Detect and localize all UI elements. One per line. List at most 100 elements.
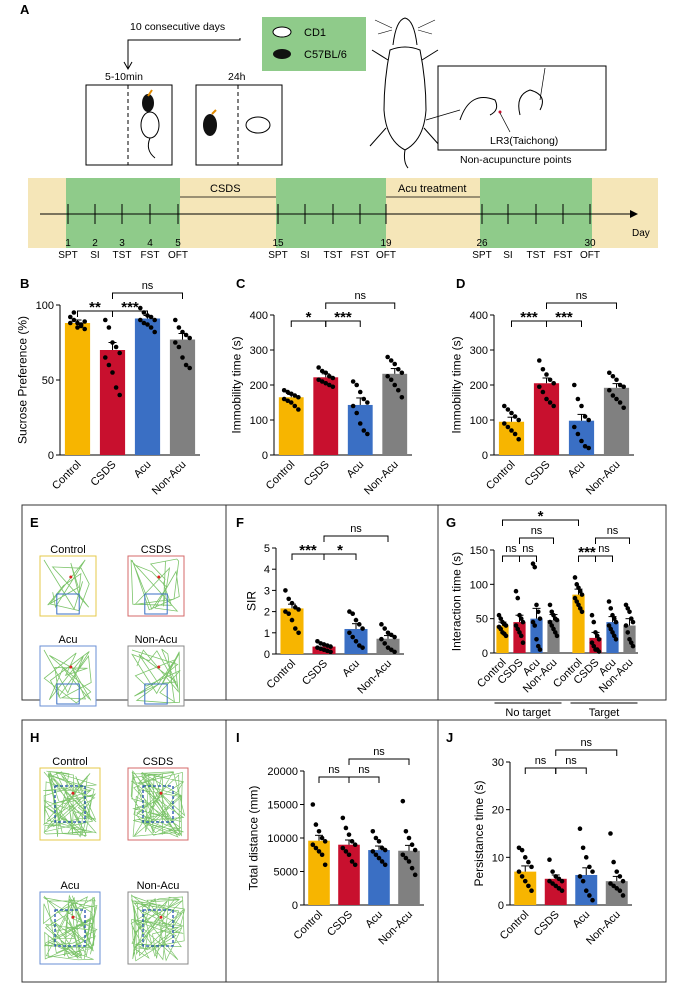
data-point: [316, 829, 322, 834]
x-tick-label: Control: [484, 459, 518, 493]
bar: [64, 323, 91, 455]
data-point: [388, 632, 394, 638]
trajectory-path: [43, 770, 97, 838]
y-tick-label: 5: [264, 543, 270, 555]
bar: [338, 844, 360, 905]
data-point: [376, 855, 382, 861]
significance-bracket: [524, 767, 557, 774]
data-point: [187, 365, 192, 371]
data-point: [614, 377, 619, 383]
significance-bracket: [595, 537, 630, 544]
data-point: [610, 373, 616, 379]
test-label: TST: [527, 250, 546, 261]
data-point: [579, 403, 584, 409]
data-point: [319, 835, 325, 841]
data-point: [517, 612, 522, 618]
data-point: [68, 314, 73, 320]
data-point: [611, 859, 616, 865]
day-number: 1: [65, 238, 71, 249]
data-point: [180, 329, 185, 335]
data-point: [607, 370, 612, 376]
y-tick-label: 200: [470, 380, 488, 392]
data-point: [610, 393, 616, 398]
data-point: [138, 305, 143, 311]
significance-label: *: [337, 542, 343, 559]
panel-letter-h: H: [30, 730, 39, 745]
x-tick-label: Non-Acu: [355, 658, 394, 697]
data-point: [611, 616, 617, 621]
data-point: [148, 314, 154, 320]
data-point: [288, 391, 294, 397]
test-label: TST: [113, 250, 132, 261]
data-point: [512, 414, 518, 419]
data-point: [526, 859, 531, 865]
center-zone: [54, 909, 86, 947]
data-point: [385, 354, 390, 360]
x-tick-label: Non-Acu: [362, 459, 401, 498]
data-point: [509, 410, 514, 416]
significance-bracket: [546, 302, 617, 309]
time2-label: 24h: [228, 71, 246, 83]
data-point: [498, 616, 504, 621]
data-point: [590, 897, 595, 903]
data-point: [608, 626, 614, 632]
day-number: 4: [147, 238, 153, 249]
trajectory-path: [130, 770, 186, 838]
test-label: SPT: [268, 250, 287, 261]
data-point: [549, 623, 555, 628]
test-label: SPT: [472, 250, 491, 261]
data-point: [148, 325, 154, 330]
data-point: [617, 874, 623, 879]
test-label: FST: [351, 250, 370, 261]
data-point: [596, 636, 602, 642]
x-tick-label: Control: [264, 459, 298, 493]
data-point: [357, 389, 363, 395]
significance-bracket: [348, 758, 410, 765]
data-point: [614, 886, 620, 891]
panel-letter-d: D: [456, 276, 465, 291]
chart-d: 0 100 200 300 400 Immobility time (s) Control C…: [450, 290, 634, 497]
data-point: [572, 575, 578, 580]
data-point: [354, 382, 360, 388]
significance-bracket: [502, 555, 520, 562]
day-number: 5: [175, 238, 181, 249]
end-point-marker: [159, 791, 163, 795]
data-point: [547, 878, 552, 884]
data-point: [591, 643, 597, 649]
end-point-marker: [157, 665, 161, 669]
data-point: [526, 883, 531, 889]
data-point: [176, 344, 182, 350]
data-point: [617, 400, 623, 405]
x-tick-label: CSDS: [302, 459, 332, 489]
data-point: [580, 845, 586, 851]
data-point: [350, 403, 356, 409]
y-tick-label: 100: [250, 415, 268, 427]
significance-label: ***: [555, 309, 573, 326]
significance-bracket: [546, 320, 582, 327]
data-point: [503, 633, 509, 639]
y-tick-label: 0: [482, 450, 488, 462]
data-point: [540, 366, 546, 372]
data-point: [621, 384, 626, 390]
data-point: [579, 592, 585, 597]
data-point: [515, 626, 521, 632]
data-point: [330, 375, 336, 381]
data-point: [392, 649, 397, 655]
panel-j-frame: [437, 719, 667, 983]
y-axis-label: Persistance time (s): [472, 780, 486, 886]
significance-bracket: [348, 776, 380, 783]
c57-mouse-icon: [142, 94, 154, 112]
y-tick-label: 20: [492, 805, 504, 817]
bar: [547, 620, 560, 653]
data-point: [388, 377, 394, 383]
test-label: SI: [300, 250, 309, 261]
significance-label: ns: [142, 280, 154, 292]
test-label: SI: [90, 250, 99, 261]
significance-label: ***: [299, 542, 317, 559]
cd1-legend-icon: [272, 26, 292, 38]
data-point: [586, 417, 591, 423]
data-point: [173, 317, 178, 323]
data-point: [623, 602, 629, 608]
data-point: [530, 561, 536, 567]
data-point: [326, 373, 332, 379]
